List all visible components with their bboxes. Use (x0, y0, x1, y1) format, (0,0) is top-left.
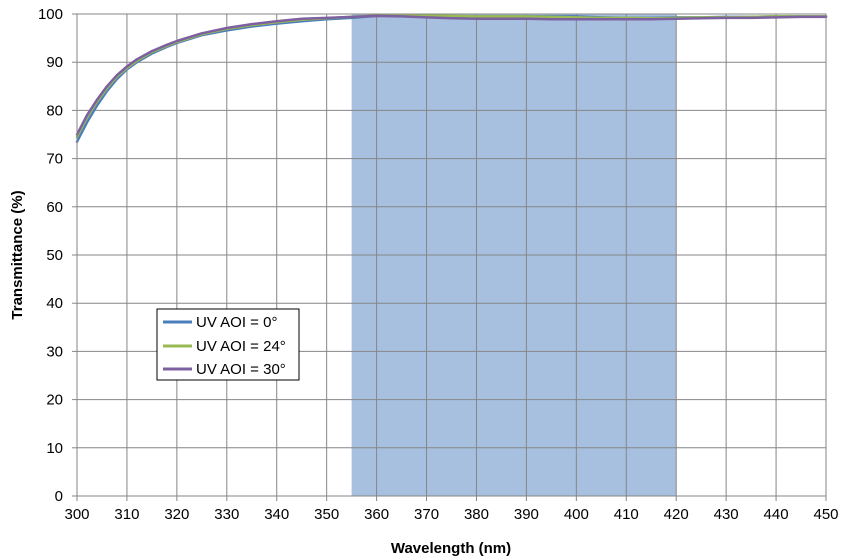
x-tick-label-440: 440 (764, 506, 789, 523)
x-tick-label-450: 450 (813, 506, 838, 523)
legend-label-aoi-30: UV AOI = 30° (196, 361, 286, 378)
x-tick-label-330: 330 (214, 506, 239, 523)
plot-area-frame (76, 13, 827, 497)
y-tick-label-10: 10 (46, 440, 63, 457)
y-tick-label-70: 70 (46, 151, 63, 168)
x-tick-label-370: 370 (414, 506, 439, 523)
y-tick-label-80: 80 (46, 102, 63, 119)
legend-label-aoi-0: UV AOI = 0° (196, 314, 277, 331)
x-axis-title: Wavelength (nm) (391, 540, 511, 557)
x-tick-label-430: 430 (714, 506, 739, 523)
series-line-2 (75, 14, 828, 136)
y-tick-label-90: 90 (46, 54, 63, 71)
y-tick-label-0: 0 (55, 488, 63, 505)
y-tick-label-20: 20 (46, 392, 63, 409)
legend: UV AOI = 0° UV AOI = 24° UV AOI = 30° (156, 308, 300, 381)
legend-label-aoi-24: UV AOI = 24° (196, 338, 286, 355)
x-tick-label-310: 310 (114, 506, 139, 523)
y-tick-label-60: 60 (46, 199, 63, 216)
x-tick-label-400: 400 (564, 506, 589, 523)
y-tick-label-30: 30 (46, 343, 63, 360)
x-tick-label-360: 360 (364, 506, 389, 523)
x-tick-label-380: 380 (464, 506, 489, 523)
y-axis-title: Transmittance (%) (9, 190, 26, 319)
x-tick-label-340: 340 (264, 506, 289, 523)
x-tick-label-300: 300 (64, 506, 89, 523)
x-tick-label-350: 350 (314, 506, 339, 523)
y-tick-label-40: 40 (46, 295, 63, 312)
y-tick-label-50: 50 (46, 247, 63, 264)
x-tick-label-420: 420 (664, 506, 689, 523)
x-tick-label-320: 320 (164, 506, 189, 523)
x-tick-label-390: 390 (514, 506, 539, 523)
x-tick-label-410: 410 (614, 506, 639, 523)
y-tick-label-100: 100 (38, 6, 63, 23)
